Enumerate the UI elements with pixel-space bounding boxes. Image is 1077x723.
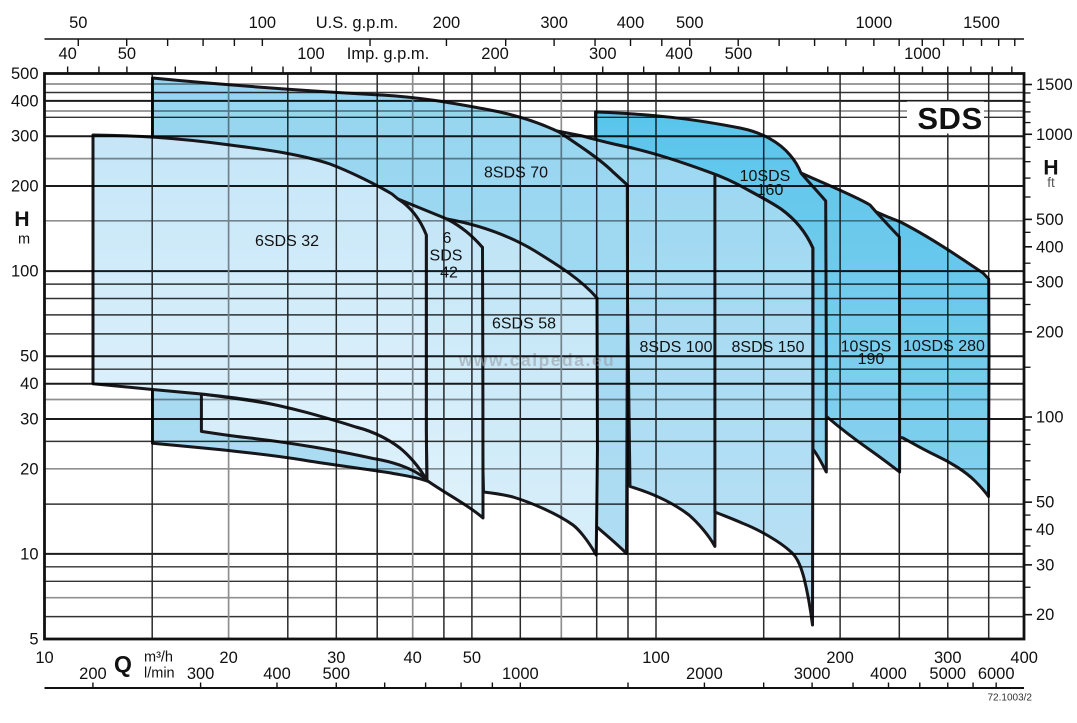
svg-text:72.1003/2: 72.1003/2 — [988, 693, 1033, 704]
svg-text:20: 20 — [20, 460, 38, 478]
svg-text:200: 200 — [481, 45, 509, 63]
svg-text:5: 5 — [29, 631, 38, 649]
svg-text:10SDS 280: 10SDS 280 — [903, 338, 985, 355]
svg-text:300: 300 — [589, 45, 617, 63]
svg-text:6SDS 58: 6SDS 58 — [492, 316, 556, 333]
svg-text:400: 400 — [1010, 649, 1038, 667]
svg-text:1000: 1000 — [1036, 126, 1073, 144]
svg-text:4000: 4000 — [870, 665, 907, 683]
svg-text:30: 30 — [1036, 556, 1054, 574]
svg-text:200: 200 — [79, 665, 107, 683]
svg-text:6000: 6000 — [978, 665, 1015, 683]
svg-text:400: 400 — [1036, 238, 1064, 256]
svg-text:400: 400 — [11, 92, 39, 110]
svg-text:500: 500 — [725, 45, 753, 63]
svg-text:200: 200 — [826, 649, 854, 667]
svg-text:3000: 3000 — [794, 665, 831, 683]
svg-text:8SDS 150: 8SDS 150 — [732, 339, 805, 356]
svg-text:40: 40 — [20, 375, 38, 393]
svg-text:30: 30 — [20, 411, 38, 429]
svg-text:8SDS 100: 8SDS 100 — [640, 339, 713, 356]
svg-text:40: 40 — [403, 649, 421, 667]
svg-text:50: 50 — [1036, 494, 1054, 512]
svg-text:50: 50 — [69, 14, 87, 32]
svg-text:10: 10 — [35, 649, 53, 667]
svg-text:1500: 1500 — [963, 14, 1000, 32]
svg-text:m: m — [18, 232, 30, 248]
svg-text:10SDS: 10SDS — [740, 168, 791, 185]
svg-text:200: 200 — [433, 14, 461, 32]
svg-text:190: 190 — [858, 351, 885, 368]
svg-text:300: 300 — [1036, 274, 1064, 292]
svg-text:50: 50 — [463, 649, 481, 667]
svg-text:10SDS: 10SDS — [841, 339, 892, 356]
svg-text:100: 100 — [642, 649, 670, 667]
svg-text:500: 500 — [1036, 211, 1064, 229]
svg-text:400: 400 — [665, 45, 693, 63]
svg-text:100: 100 — [11, 263, 39, 281]
svg-text:300: 300 — [11, 128, 39, 146]
svg-text:300: 300 — [187, 665, 215, 683]
svg-text:6SDS 32: 6SDS 32 — [255, 233, 319, 250]
svg-text:H: H — [14, 208, 29, 231]
svg-text:100: 100 — [249, 14, 277, 32]
svg-text:2000: 2000 — [686, 665, 723, 683]
svg-text:Imp. g.p.m.: Imp. g.p.m. — [347, 45, 430, 63]
svg-text:300: 300 — [540, 14, 568, 32]
svg-text:200: 200 — [11, 178, 39, 196]
svg-text:1000: 1000 — [904, 45, 941, 63]
svg-text:SDS: SDS — [917, 101, 982, 136]
svg-text:10: 10 — [20, 545, 38, 563]
svg-text:1000: 1000 — [502, 665, 539, 683]
svg-text:20: 20 — [219, 649, 237, 667]
svg-text:6: 6 — [443, 230, 452, 247]
svg-text:200: 200 — [1036, 323, 1064, 341]
svg-text:ft: ft — [1047, 175, 1055, 190]
svg-text:5000: 5000 — [929, 665, 966, 683]
svg-text:40: 40 — [1036, 521, 1054, 539]
svg-text:m³/h: m³/h — [144, 650, 173, 666]
svg-text:40: 40 — [58, 45, 76, 63]
svg-text:www.calpeda.eu: www.calpeda.eu — [458, 350, 616, 370]
svg-text:U.S. g.p.m.: U.S. g.p.m. — [316, 14, 399, 32]
svg-text:400: 400 — [263, 665, 291, 683]
svg-text:l/min: l/min — [144, 666, 175, 682]
svg-text:400: 400 — [617, 14, 645, 32]
svg-text:1500: 1500 — [1036, 76, 1073, 94]
svg-text:Q: Q — [114, 651, 132, 677]
svg-text:500: 500 — [676, 14, 704, 32]
svg-text:500: 500 — [11, 65, 39, 83]
svg-text:H: H — [1043, 157, 1058, 180]
svg-text:1000: 1000 — [855, 14, 892, 32]
svg-text:42: 42 — [440, 265, 458, 282]
svg-text:50: 50 — [118, 45, 136, 63]
svg-text:160: 160 — [757, 182, 784, 199]
svg-text:8SDS 70: 8SDS 70 — [484, 165, 548, 182]
svg-text:100: 100 — [297, 45, 325, 63]
svg-text:100: 100 — [1036, 409, 1064, 427]
svg-text:SDS: SDS — [430, 248, 463, 265]
svg-text:300: 300 — [934, 649, 962, 667]
svg-text:50: 50 — [20, 348, 38, 366]
svg-text:30: 30 — [327, 649, 345, 667]
svg-text:20: 20 — [1036, 606, 1054, 624]
svg-text:500: 500 — [322, 665, 350, 683]
